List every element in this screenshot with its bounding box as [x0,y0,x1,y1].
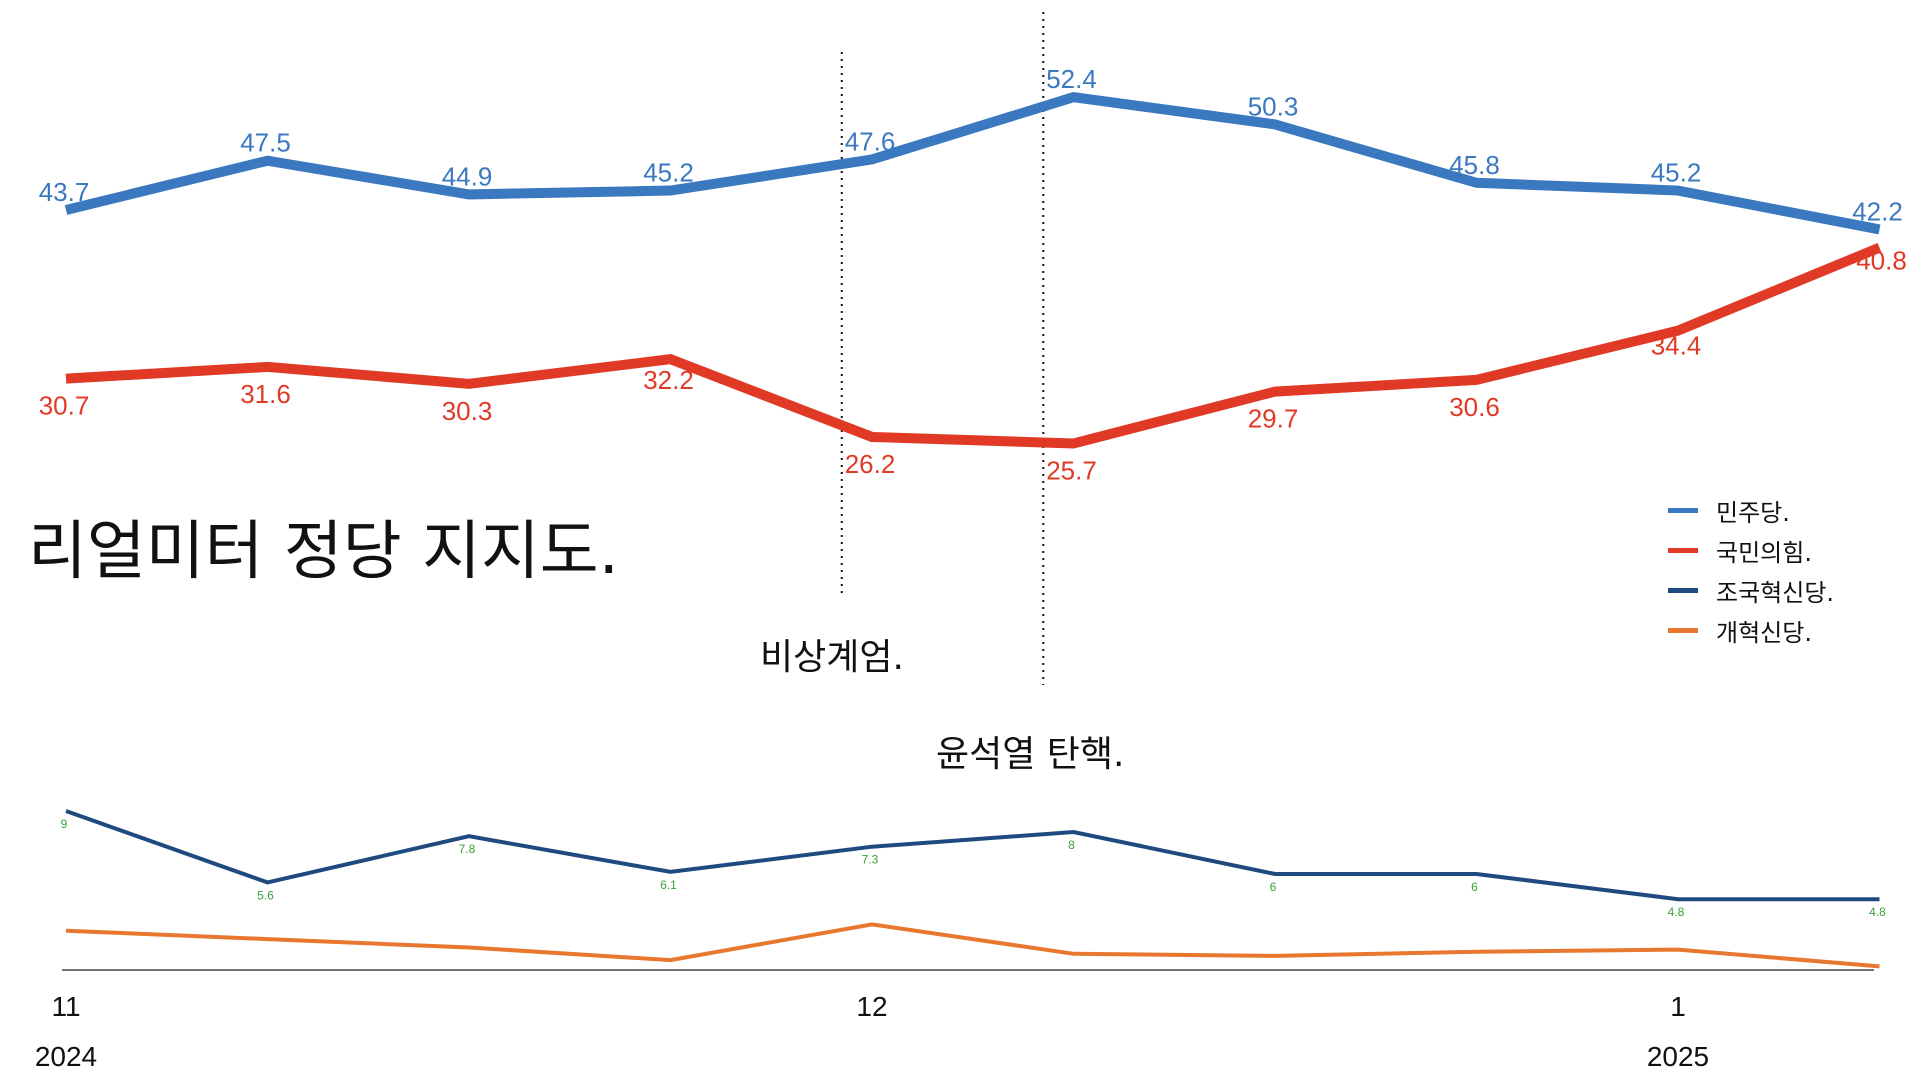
chart-title: 리얼미터 정당 지지도. [28,515,619,589]
data-label-ppp: 32.2 [643,365,694,395]
legend-label-reform: 개혁신당. [1716,618,1812,647]
data-label-minjoo: 45.2 [1651,158,1702,188]
legend-item-rebuilding: 조국혁신당. [1668,570,1834,610]
legend-swatch-ppp [1668,547,1698,553]
data-label-ppp: 34.4 [1651,331,1702,361]
legend-item-ppp: 국민의힘. [1668,530,1834,570]
event-label-impeachment: 윤석열 탄핵. [936,734,1125,775]
data-label-rebuilding: 4.8 [1869,905,1886,919]
data-label-rebuilding: 7.3 [862,853,879,867]
x-tick-year-label: 2025 [1647,1041,1709,1072]
legend-swatch-rebuilding [1668,587,1698,593]
legend-swatch-minjoo [1668,507,1698,513]
legend: 민주당. 국민의힘. 조국혁신당. 개혁신당. [1668,490,1834,650]
data-label-ppp: 30.7 [39,391,90,421]
data-label-minjoo: 47.5 [240,128,291,158]
data-label-rebuilding: 6.1 [660,878,677,892]
data-label-minjoo: 47.6 [845,126,896,156]
data-label-ppp: 30.6 [1449,392,1500,422]
x-tick-year-label: 2024 [35,1041,97,1072]
data-label-minjoo: 43.7 [39,177,90,207]
data-label-minjoo: 45.2 [643,158,694,188]
data-label-ppp: 29.7 [1248,404,1299,434]
legend-item-reform: 개혁신당. [1668,610,1834,650]
x-tick-label: 11 [51,991,80,1022]
data-label-rebuilding: 8 [1068,838,1075,852]
legend-label-minjoo: 민주당. [1716,498,1790,527]
data-label-ppp: 26.2 [845,449,896,479]
data-label-minjoo: 52.4 [1046,64,1097,94]
data-label-minjoo: 44.9 [442,161,493,191]
data-label-rebuilding: 4.8 [1668,905,1685,919]
data-label-rebuilding: 6 [1270,880,1277,894]
series-line-reform [65,922,1880,969]
data-label-rebuilding: 5.6 [257,888,274,902]
data-label-minjoo: 45.8 [1449,150,1500,180]
x-tick-label: 1 [1670,991,1686,1022]
legend-label-ppp: 국민의힘. [1716,538,1812,567]
data-label-minjoo: 50.3 [1248,91,1299,121]
x-tick-label: 12 [856,991,887,1022]
series-line-minjoo [64,92,1881,235]
data-label-rebuilding: 6 [1471,880,1478,894]
legend-item-minjoo: 민주당. [1668,490,1834,530]
data-label-ppp: 30.3 [442,396,493,426]
legend-swatch-reform [1668,627,1698,633]
data-label-rebuilding: 9 [61,817,68,831]
series-line-ppp [65,242,1882,449]
data-label-ppp: 31.6 [240,379,291,409]
data-label-ppp: 40.8 [1856,246,1907,276]
legend-label-rebuilding: 조국혁신당. [1716,578,1835,607]
data-label-minjoo: 42.2 [1852,196,1903,226]
data-label-ppp: 25.7 [1046,455,1097,485]
series-line-rebuilding [65,809,1880,902]
data-label-rebuilding: 7.8 [459,842,476,856]
event-label-martial-law: 비상계엄. [760,637,904,678]
